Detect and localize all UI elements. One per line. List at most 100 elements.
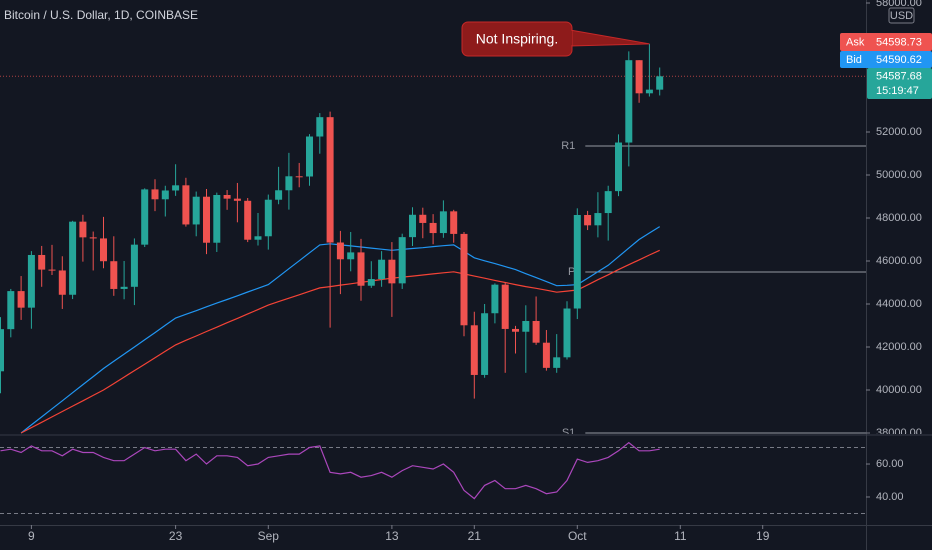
x-tick-label: 23 xyxy=(169,529,183,543)
main-pane: R1 P S1 xyxy=(0,43,866,439)
candle-body xyxy=(645,89,653,94)
callout-seam xyxy=(568,31,572,45)
rsi-tick-label: 40.00 xyxy=(876,491,904,503)
rsi-tick-label: 60.00 xyxy=(876,458,904,470)
candle-body xyxy=(532,320,540,343)
y-tick-label: 52000.00 xyxy=(876,126,922,138)
y-tick-label: 58000.00 xyxy=(876,0,922,9)
candle-body xyxy=(285,176,293,191)
candle-body xyxy=(100,238,107,262)
candle-body xyxy=(512,328,519,332)
candle-body xyxy=(419,214,427,223)
candle-body xyxy=(573,214,581,309)
candle-body xyxy=(89,237,97,239)
x-tick-label: 21 xyxy=(468,529,482,543)
candle-body xyxy=(27,254,35,308)
pivot-label: S1 xyxy=(562,427,575,439)
last-badge xyxy=(867,68,932,99)
candle-body xyxy=(120,286,128,289)
candle-body xyxy=(460,233,468,326)
y-tick-label: 46000.00 xyxy=(876,255,922,267)
candle-body xyxy=(69,221,77,295)
y-tick-label: 42000.00 xyxy=(876,341,922,353)
candle-body xyxy=(172,185,180,191)
candle-body xyxy=(615,142,622,192)
bid-value: 54590.62 xyxy=(876,54,922,66)
candle-body xyxy=(110,261,118,289)
bid-badge xyxy=(840,51,932,68)
pivot-label: P xyxy=(568,266,575,278)
candle-body xyxy=(151,189,159,200)
ask-badge xyxy=(840,33,932,51)
pivot-label: R1 xyxy=(561,140,575,152)
ask-label: Ask xyxy=(846,36,865,48)
candle-body xyxy=(470,325,478,375)
countdown: 15:19:47 xyxy=(876,85,919,97)
y-tick-label: 48000.00 xyxy=(876,212,922,224)
chart-title: Bitcoin / U.S. Dollar, 1D, COINBASE xyxy=(4,8,198,22)
y-tick-label: 44000.00 xyxy=(876,298,922,310)
x-tick-label: 19 xyxy=(756,529,770,543)
y-tick-label: 38000.00 xyxy=(876,427,922,439)
candle-body xyxy=(264,199,272,237)
candle-body xyxy=(388,259,396,284)
candle-body xyxy=(141,189,149,245)
candle-body xyxy=(38,254,46,270)
x-tick-label: Oct xyxy=(568,529,587,543)
candle-body xyxy=(357,252,365,286)
candle-body xyxy=(542,342,550,368)
candle-body xyxy=(522,320,530,332)
rsi-line xyxy=(0,441,660,500)
candle-body xyxy=(161,190,169,200)
candle-body xyxy=(594,213,602,226)
candle-body xyxy=(79,221,87,238)
candle-body xyxy=(0,329,4,372)
candle-body xyxy=(295,176,303,178)
ask-value: 54598.73 xyxy=(876,36,922,48)
candle-body xyxy=(58,270,66,295)
x-tick-label: 13 xyxy=(385,529,399,543)
candle-body xyxy=(398,237,406,284)
candle-body xyxy=(48,269,56,271)
candle-body xyxy=(491,284,499,314)
candle-body xyxy=(625,60,633,143)
candle-body xyxy=(635,60,643,94)
rsi-pane xyxy=(0,441,866,514)
bid-label: Bid xyxy=(846,54,862,66)
annotation: Not Inspiring. xyxy=(476,31,558,47)
candle-body xyxy=(378,259,386,280)
candle-body xyxy=(182,185,190,225)
tick-group: 38000.00 40000.00 42000.00 44000.00 46000.00… xyxy=(866,0,922,439)
x-tick-label: 11 xyxy=(674,529,687,543)
candle-body xyxy=(326,117,334,243)
x-tick-label: 9 xyxy=(28,529,35,543)
candle-body xyxy=(656,76,664,90)
candle-body xyxy=(563,308,571,358)
candle-body xyxy=(501,284,509,329)
candle-body xyxy=(130,244,138,287)
candle-body xyxy=(275,190,283,200)
candle-body xyxy=(336,242,344,260)
unit-box xyxy=(888,7,915,24)
unit-label: USD xyxy=(890,10,913,22)
candle-body xyxy=(316,117,324,137)
candle-body xyxy=(367,279,375,286)
candle-body xyxy=(553,357,561,368)
candle-body xyxy=(604,191,612,214)
candle-body xyxy=(429,222,437,234)
candle-body xyxy=(203,196,210,243)
candle-body xyxy=(347,252,355,260)
candle-body xyxy=(223,194,231,199)
candle-body xyxy=(233,198,241,201)
candle-body xyxy=(439,211,447,234)
last-value: 54587.68 xyxy=(876,70,922,82)
y-tick-label: 50000.00 xyxy=(876,169,922,181)
candle-body xyxy=(584,214,592,226)
price-axis: 38000.00 40000.00 42000.00 44000.00 46000.00… xyxy=(866,0,922,439)
candle-body xyxy=(192,196,200,225)
candle-body xyxy=(254,236,262,240)
candle-body xyxy=(306,136,313,177)
candle-body xyxy=(7,291,15,330)
